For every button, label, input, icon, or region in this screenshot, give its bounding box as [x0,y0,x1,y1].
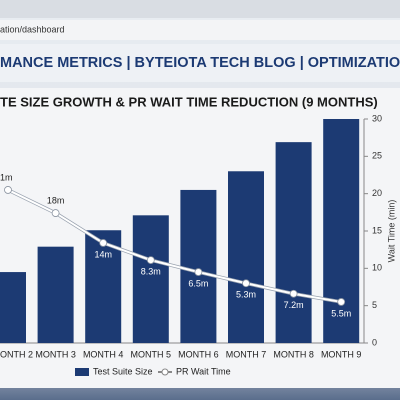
chart-title: TE SIZE GROWTH & PR WAIT TIME REDUCTION … [0,94,378,109]
header-title: MANCE METRICS | BYTEIOTA TECH BLOG | OPT… [0,55,400,71]
data-annotation: 8.3m [141,266,161,276]
y2-axis-label: Wait Time (min) [386,200,396,263]
x-tick-label: MONTH 6 [178,349,219,359]
line-marker [289,289,298,298]
url: ation/dashboard [0,24,65,34]
y2-tick-label: 30 [372,113,382,123]
data-annotation: 14m [94,249,112,259]
line-marker [242,279,250,288]
y2-tick-label: 10 [372,263,382,273]
data-annotation: 1m [0,172,13,182]
bar [37,246,74,343]
y2-tick-label: 0 [372,337,377,347]
y2-tick-label: 5 [372,300,377,310]
bar [275,142,312,343]
legend-label: PR Wait Time [176,366,231,376]
tab-bar [0,0,400,18]
x-tick-label: MONTH 7 [226,349,267,359]
y2-tick-label: 20 [372,188,382,198]
line-marker [4,186,12,194]
data-annotation: 5.5m [331,308,351,318]
y2-tick-label: 25 [372,151,382,161]
data-annotation: 7.2m [284,300,304,310]
bar [228,171,264,343]
legend-swatch [75,368,89,376]
line-marker [99,239,108,247]
x-tick-label: ONTH 2 [0,349,33,359]
data-annotation: 6.5m [188,278,208,288]
bar [132,215,169,343]
line-marker [51,209,60,217]
x-tick-label: MONTH 8 [273,349,314,359]
x-tick-label: MONTH 5 [131,349,172,359]
bar [180,189,217,343]
line-marker [146,256,155,265]
line-marker [337,298,346,306]
x-tick-label: MONTH 9 [321,349,362,359]
y2-tick-label: 15 [372,225,382,235]
x-tick-label: MONTH 3 [35,349,76,359]
address-bar[interactable] [0,20,400,40]
data-annotation: 18m [47,195,65,205]
x-tick-label: MONTH 4 [83,349,124,359]
line-marker [194,268,203,276]
bar [0,272,26,343]
header [0,44,400,82]
legend-label: Test Suite Size [93,366,153,376]
legend-marker [161,368,169,376]
data-annotation: 5.3m [236,290,256,300]
line [7,189,342,303]
